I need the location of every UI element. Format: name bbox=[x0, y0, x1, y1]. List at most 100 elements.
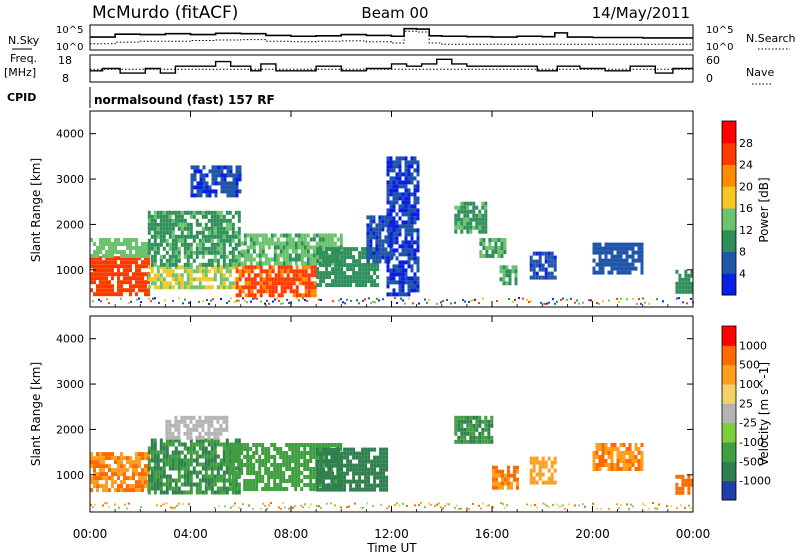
y-tick-label-0: 1000 bbox=[56, 264, 84, 277]
echo-region-1 bbox=[147, 438, 241, 495]
noise-right-tick-top: 10^5 bbox=[706, 25, 733, 36]
echo-region-12 bbox=[592, 242, 644, 275]
nsky-label: N.Sky bbox=[8, 34, 40, 47]
cpid-label: CPID bbox=[7, 91, 36, 104]
noise-right-tick-bottom: 10^0 bbox=[706, 42, 733, 53]
colorbar-tick-3: 16 bbox=[739, 202, 753, 215]
colorbar-tick-2: 12 bbox=[739, 224, 753, 237]
noise-line-0 bbox=[90, 27, 693, 39]
nave-tick-top: 60 bbox=[706, 54, 720, 67]
cpid-panel: normalsound (fast) 157 RF bbox=[89, 87, 275, 108]
power-panel: 1000 2000 3000 4000 Slant Range [km] 4 8 12 16… bbox=[29, 110, 771, 308]
colorbar-swatch-3 bbox=[722, 422, 736, 443]
colorbar-tick-0: 1000 bbox=[739, 339, 767, 352]
colorbar-tick-5: -100 bbox=[739, 436, 764, 449]
y-tick-label-1: 2000 bbox=[56, 218, 84, 231]
echo-region-8 bbox=[592, 443, 644, 471]
time-tick-label-1: 04:00 bbox=[173, 527, 208, 541]
velocity-panel-frame bbox=[89, 315, 694, 513]
velocity-cells bbox=[90, 415, 694, 510]
colorbar-swatch-0 bbox=[722, 480, 736, 501]
colorbar-swatch-4 bbox=[722, 403, 736, 424]
power-cells bbox=[90, 156, 694, 305]
echo-region-9 bbox=[675, 474, 694, 495]
cpid-text: normalsound (fast) 157 RF bbox=[94, 93, 275, 107]
colorbar-tick-2: 100 bbox=[739, 378, 760, 391]
colorbar-tick-5: 24 bbox=[739, 159, 753, 172]
y-tick-label-0: 1000 bbox=[56, 469, 84, 482]
colorbar-tick-1: 8 bbox=[739, 246, 746, 259]
colorbar-swatch-0 bbox=[722, 273, 736, 296]
echo-region-3 bbox=[316, 447, 389, 492]
colorbar-swatch-3 bbox=[722, 208, 736, 231]
echo-region-6 bbox=[492, 465, 519, 490]
velocity-panel: 1000 2000 3000 4000 Slant Range [km] 1000 50… bbox=[29, 315, 771, 513]
echo-region-0 bbox=[90, 256, 150, 297]
noise-panel: 10^5 10^0 10^5 10^0 bbox=[56, 24, 733, 53]
time-tick-label-6: 00:00 bbox=[676, 527, 711, 541]
colorbar-swatch-1 bbox=[722, 461, 736, 482]
echo-region-0 bbox=[90, 452, 150, 493]
ground-scatter-strip bbox=[92, 297, 694, 305]
echo-region-11 bbox=[529, 251, 557, 280]
colorbar-swatch-6 bbox=[722, 142, 736, 165]
colorbar-swatch-7 bbox=[722, 121, 736, 144]
echo-region-8 bbox=[454, 201, 488, 234]
velocity-colorbar-label: Velocity [m s^-1] bbox=[757, 362, 771, 466]
power-yticks: 1000 2000 3000 4000 bbox=[56, 128, 693, 277]
colorbar-swatch-5 bbox=[722, 384, 736, 404]
colorbar-swatch-4 bbox=[722, 186, 736, 209]
freq-unit-label: [MHz] bbox=[4, 66, 36, 79]
y-tick-label-2: 3000 bbox=[56, 173, 84, 186]
freq-tick-top: 18 bbox=[58, 54, 72, 67]
nsearch-label: N.Search bbox=[746, 32, 796, 45]
echo-region-4 bbox=[235, 265, 317, 298]
echo-region-13 bbox=[675, 269, 694, 294]
echo-region-1 bbox=[90, 238, 150, 258]
colorbar-tick-6: 28 bbox=[739, 137, 753, 150]
time-tick-label-4: 16:00 bbox=[475, 527, 510, 541]
echo-region-9 bbox=[479, 238, 507, 258]
echo-region-14 bbox=[190, 165, 242, 198]
colorbar-tick-6: -500 bbox=[739, 455, 764, 468]
colorbar-swatch-5 bbox=[722, 164, 736, 187]
colorbar-swatch-2 bbox=[722, 229, 736, 252]
velocity-ylabel: Slant Range [km] bbox=[29, 362, 43, 466]
date-title: 14/May/2011 bbox=[592, 4, 690, 22]
colorbar-tick-4: 20 bbox=[739, 180, 753, 193]
frequency-panel: 18 8 60 0 bbox=[58, 54, 720, 85]
echo-region-10 bbox=[499, 265, 518, 286]
freq-line-0 bbox=[90, 58, 693, 74]
time-tick-label-0: 00:00 bbox=[73, 527, 108, 541]
echo-region-5 bbox=[454, 415, 494, 444]
power-ylabel: Slant Range [km] bbox=[29, 158, 43, 262]
colorbar-swatch-6 bbox=[722, 364, 736, 385]
station-title: McMurdo (fitACF) bbox=[92, 3, 238, 23]
echo-region-2 bbox=[147, 265, 238, 290]
nave-tick-bottom: 0 bbox=[706, 72, 713, 85]
nave-label: Nave bbox=[746, 66, 774, 79]
y-tick-label-3: 4000 bbox=[56, 128, 84, 141]
colorbar-tick-1: 500 bbox=[739, 359, 760, 372]
velocity-yticks: 1000 2000 3000 4000 bbox=[56, 333, 693, 482]
y-tick-label-2: 3000 bbox=[56, 378, 84, 391]
colorbar-tick-0: 4 bbox=[739, 267, 746, 280]
colorbar-tick-3: 25 bbox=[739, 397, 753, 410]
time-tick-label-3: 12:00 bbox=[374, 527, 409, 541]
colorbar-swatch-8 bbox=[722, 326, 736, 346]
power-colorbar-label: Power [dB] bbox=[757, 177, 771, 242]
time-tick-label-2: 08:00 bbox=[274, 527, 309, 541]
time-tick-label-5: 20:00 bbox=[575, 527, 610, 541]
echo-region-4 bbox=[165, 415, 229, 440]
colorbar-tick-7: -1000 bbox=[739, 475, 771, 488]
noise-left-tick-top: 10^5 bbox=[56, 25, 83, 36]
y-tick-label-3: 4000 bbox=[56, 333, 84, 346]
colorbar-swatch-1 bbox=[722, 251, 736, 274]
time-axis: 00:00 04:00 08:00 12:00 16:00 20:00 00:00 bbox=[73, 111, 711, 541]
colorbar-swatch-7 bbox=[722, 345, 736, 366]
beam-title: Beam 00 bbox=[361, 4, 428, 22]
velocity-colorbar: 1000 500 100 25 -25 -100 -500 -1000 bbox=[721, 325, 771, 501]
colorbar-tick-4: -25 bbox=[739, 417, 757, 430]
noise-left-tick-bottom: 10^0 bbox=[56, 42, 83, 53]
